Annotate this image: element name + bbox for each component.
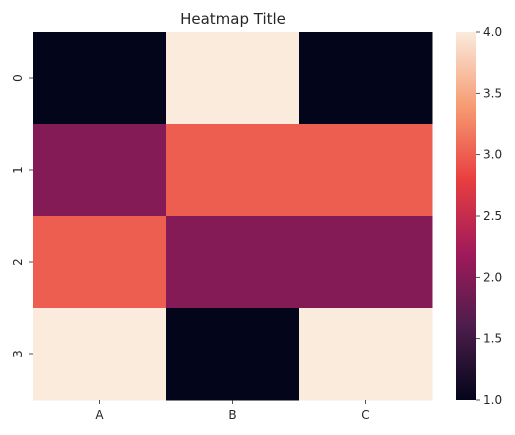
heatmap-cell [33, 32, 167, 125]
x-tick-label: B [228, 408, 236, 422]
heatmap-cell [33, 216, 167, 309]
heatmap-cell [33, 124, 167, 217]
heatmap-cell [166, 124, 300, 217]
heatmap-cell [166, 32, 300, 125]
colorbar-tick-label: 1.0 [483, 393, 502, 407]
colorbar [456, 32, 476, 400]
colorbar-ticks: 1.0 1.5 2.0 2.5 3.0 3.5 4.0 [476, 25, 502, 407]
colorbar-tick-label: 3.5 [483, 86, 502, 100]
heatmap-cell [299, 216, 433, 309]
heatmap-cells [33, 32, 433, 401]
colorbar-tick-label: 2.5 [483, 209, 502, 223]
colorbar-tick-label: 4.0 [483, 25, 502, 39]
x-tick-label: C [361, 408, 369, 422]
heatmap-cell [299, 124, 433, 217]
colorbar-tick-label: 1.5 [483, 332, 502, 346]
y-tick-label: 2 [11, 258, 25, 266]
y-tick-label: 1 [11, 166, 25, 174]
heatmap-cell [299, 32, 433, 125]
y-tick-label: 3 [11, 350, 25, 358]
heatmap-cell [33, 308, 167, 401]
heatmap-cell [166, 216, 300, 309]
heatmap-cell [299, 308, 433, 401]
chart-title: Heatmap Title [180, 10, 286, 28]
colorbar-tick-label: 2.0 [483, 270, 502, 284]
x-axis: A B C [95, 400, 370, 422]
heatmap-cell [166, 308, 300, 401]
colorbar-tick-label: 3.0 [483, 148, 502, 162]
y-tick-label: 0 [11, 74, 25, 82]
y-axis: 0 1 2 3 [11, 74, 33, 358]
x-tick-label: A [95, 408, 104, 422]
